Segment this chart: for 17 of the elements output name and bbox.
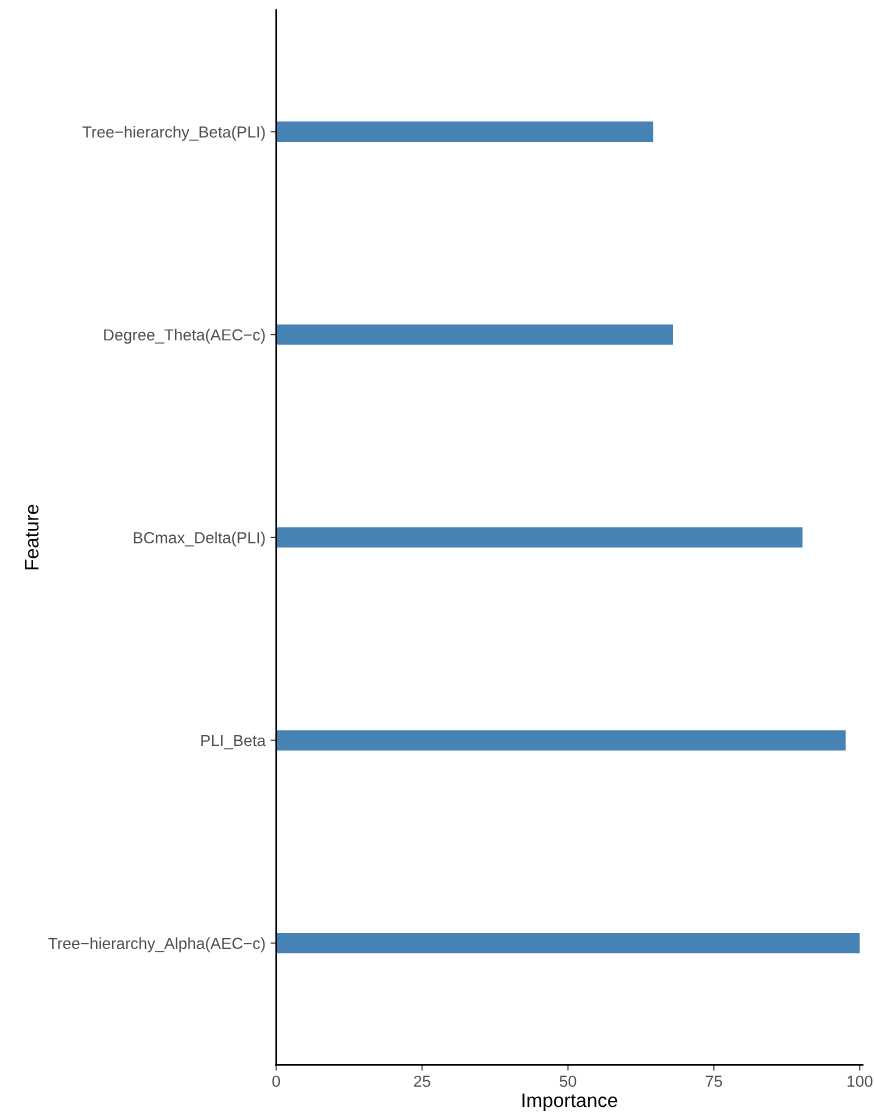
y-tick-label: Tree−hierarchy_Alpha(AEC−c) — [48, 937, 265, 953]
bar — [276, 121, 654, 142]
bar — [276, 932, 860, 954]
y-tick-label: PLI_Beta — [201, 735, 266, 750]
bar — [276, 527, 803, 548]
x-tick-label: 100 — [847, 1075, 873, 1087]
x-tick-label: 25 — [413, 1075, 431, 1087]
x-tick-label: 75 — [705, 1075, 723, 1087]
bar — [276, 730, 846, 751]
bar — [276, 324, 673, 345]
y-tick-label: BCmax_Delta(PLI) — [133, 531, 265, 547]
y-axis-title: Feature — [25, 504, 39, 570]
y-tick-label: Degree_Theta(AEC−c) — [104, 328, 265, 344]
x-axis-title: Importance — [522, 1093, 618, 1112]
x-tick-label: 0 — [272, 1075, 280, 1087]
y-tick-label: Tree−hierarchy_Beta(PLI) — [82, 125, 265, 141]
x-tick-label: 50 — [559, 1075, 577, 1087]
